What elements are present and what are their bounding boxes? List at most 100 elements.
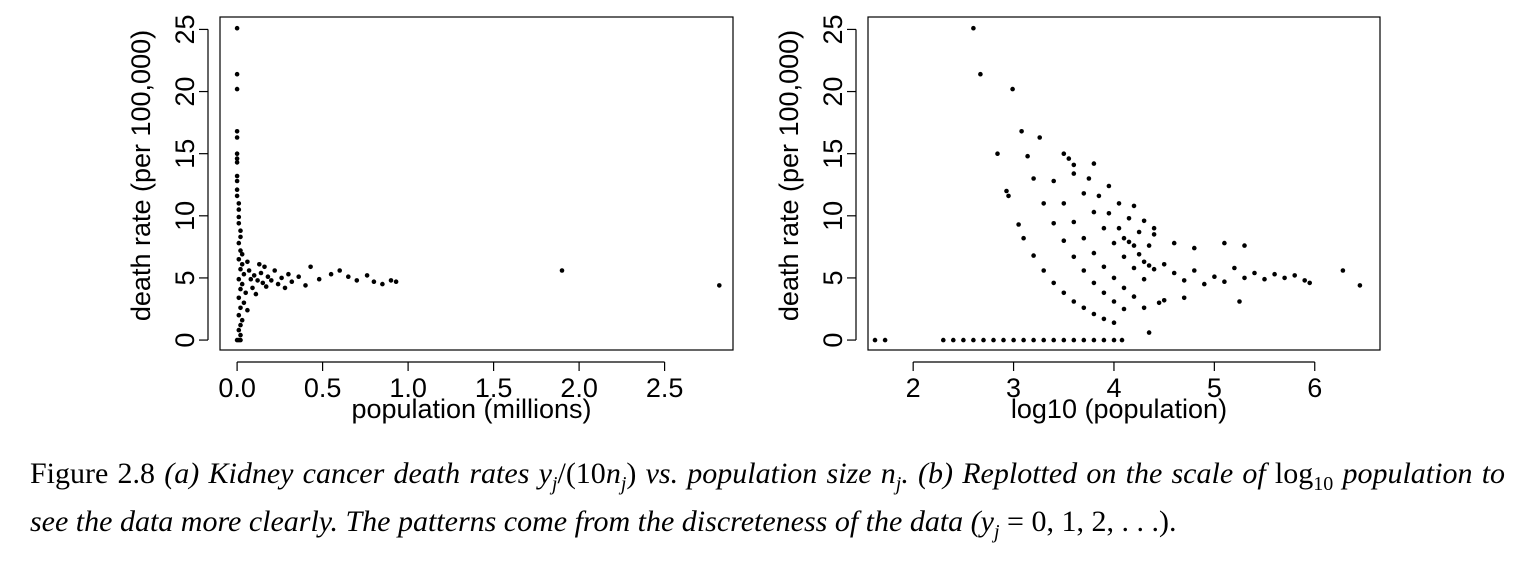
data-point — [241, 271, 247, 277]
data-point — [1061, 201, 1067, 206]
caption-j-subscript: j — [551, 473, 558, 495]
data-point — [236, 207, 242, 212]
data-point — [1111, 299, 1117, 304]
data-point — [882, 337, 888, 343]
data-point — [1131, 265, 1137, 271]
data-point — [245, 259, 250, 265]
data-point — [1282, 275, 1287, 281]
data-point — [238, 266, 243, 272]
data-point — [1081, 337, 1087, 343]
data-point — [1136, 252, 1142, 257]
data-point — [1091, 209, 1097, 215]
data-point — [248, 276, 254, 282]
data-point — [354, 278, 360, 283]
y-tick-label: 10 — [170, 201, 200, 231]
caption-j-subscript-2: j — [620, 473, 627, 495]
data-point — [1071, 219, 1077, 225]
data-point — [1016, 222, 1021, 227]
caption-vs-text: vs. population size — [645, 457, 872, 490]
data-point — [1181, 295, 1187, 301]
data-point — [1086, 176, 1092, 181]
data-point — [1146, 243, 1152, 248]
data-point — [1061, 151, 1067, 156]
data-point — [238, 322, 243, 328]
data-point — [1004, 188, 1009, 194]
data-point — [234, 71, 240, 77]
data-point — [1222, 240, 1227, 246]
data-point — [1096, 193, 1102, 199]
data-point — [1051, 221, 1056, 226]
data-point — [1252, 270, 1257, 276]
data-point — [1071, 299, 1077, 304]
data-point — [717, 283, 722, 288]
caption-j-subscript-3: j — [895, 473, 902, 495]
data-point — [265, 274, 271, 280]
x-axis-title: population (millions) — [351, 394, 591, 424]
data-point — [236, 276, 242, 282]
data-point — [239, 252, 245, 257]
data-point — [1156, 300, 1162, 306]
data-point — [1121, 235, 1127, 241]
y-tick-label: 0 — [818, 333, 848, 348]
data-point — [289, 279, 295, 285]
data-point — [1101, 225, 1107, 231]
x-tick-label: 2.5 — [646, 373, 684, 403]
data-point — [234, 173, 240, 179]
data-point — [337, 268, 343, 273]
data-point — [1119, 337, 1125, 343]
caption-y-symbol: y — [538, 457, 552, 490]
y-tick-label: 5 — [818, 270, 848, 285]
data-point — [1151, 266, 1157, 272]
data-point — [1131, 294, 1137, 299]
x-axis-title: log10 (population) — [1011, 394, 1227, 424]
data-point — [961, 337, 966, 343]
data-point — [239, 262, 245, 267]
data-point — [1051, 178, 1056, 184]
data-point — [234, 151, 240, 156]
caption-div-close: ) — [626, 457, 637, 490]
data-point — [246, 268, 252, 273]
data-point — [1121, 254, 1127, 260]
data-point — [1192, 245, 1197, 251]
data-point — [1041, 268, 1046, 273]
data-point — [1111, 320, 1117, 326]
data-point — [388, 278, 394, 283]
data-point — [1272, 271, 1277, 277]
data-point — [1141, 276, 1147, 282]
data-point — [346, 274, 351, 280]
data-point — [1116, 201, 1122, 206]
data-point — [1151, 232, 1157, 237]
data-point — [941, 337, 946, 343]
data-point — [1302, 278, 1307, 283]
data-point — [981, 337, 986, 343]
data-point — [275, 281, 281, 287]
data-point — [243, 290, 248, 296]
data-point — [1031, 176, 1036, 181]
data-point — [263, 284, 269, 289]
x-tick-label: 4 — [1106, 373, 1121, 403]
data-point — [1212, 274, 1217, 280]
data-point — [1151, 225, 1157, 231]
data-point — [1071, 162, 1077, 168]
x-tick-label: 0.0 — [218, 373, 256, 403]
data-point — [262, 264, 267, 270]
data-point — [995, 151, 1000, 156]
data-point — [1071, 254, 1077, 260]
data-point — [238, 305, 243, 311]
data-point — [1091, 161, 1097, 166]
caption-part-b-text: Replotted on the scale of — [962, 457, 1266, 490]
data-point — [872, 337, 878, 343]
x-tick-label: 2 — [906, 373, 921, 403]
caption-part-b-rest: population to see the data more clearly.… — [30, 457, 1506, 538]
data-point — [269, 278, 274, 283]
data-point — [1161, 262, 1167, 267]
scatter-plot-b: 2 3 4 5 6 0 5 10 15 20 25 log10 (population) death r… — [774, 14, 1381, 424]
data-point — [1111, 240, 1117, 246]
data-point — [1242, 275, 1247, 281]
y-axis-title: death rate (per 100,000) — [126, 30, 156, 321]
data-point — [978, 71, 983, 77]
data-point — [236, 257, 242, 262]
data-point — [1091, 311, 1097, 317]
data-point — [1081, 235, 1087, 241]
x-tick-label: 6 — [1307, 373, 1322, 403]
